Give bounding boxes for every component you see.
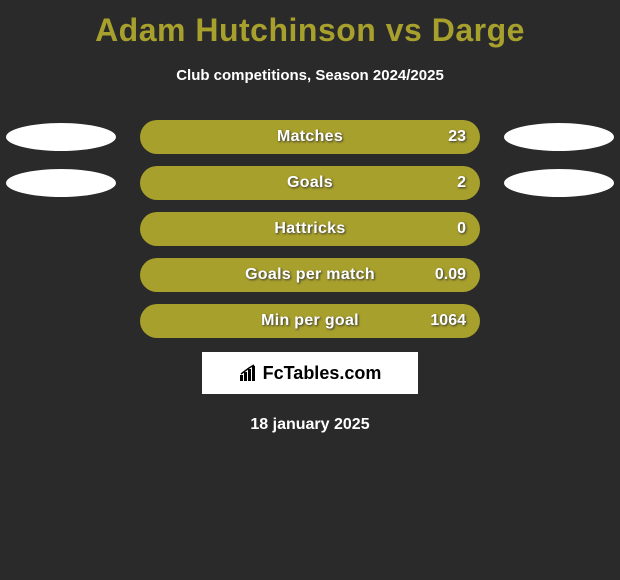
- stat-label: Goals per match: [140, 266, 480, 284]
- stats-area: Matches23 Goals2 Hattricks0 Goals per match…: [0, 120, 620, 338]
- stat-label: Min per goal: [140, 312, 480, 330]
- stat-pill: Matches23: [140, 120, 480, 154]
- logo-text: FcTables.com: [263, 363, 382, 384]
- stat-value: 0.09: [435, 266, 466, 284]
- left-ellipse: [6, 169, 116, 197]
- stat-row: Matches23: [0, 120, 620, 154]
- stat-pill: Goals2: [140, 166, 480, 200]
- stat-row: Min per goal1064: [0, 304, 620, 338]
- left-ellipse: [6, 123, 116, 151]
- right-ellipse: [504, 169, 614, 197]
- stat-pill: Goals per match0.09: [140, 258, 480, 292]
- date-text: 18 january 2025: [0, 416, 620, 434]
- stat-value: 1064: [430, 312, 466, 330]
- stat-pill: Min per goal1064: [140, 304, 480, 338]
- page-title: Adam Hutchinson vs Darge: [0, 0, 620, 49]
- stat-pill: Hattricks0: [140, 212, 480, 246]
- stat-row: Goals per match0.09: [0, 258, 620, 292]
- stat-value: 23: [448, 128, 466, 146]
- chart-icon: [239, 364, 259, 382]
- stat-label: Matches: [140, 128, 480, 146]
- stat-row: Goals2: [0, 166, 620, 200]
- logo: FcTables.com: [239, 363, 382, 384]
- stat-label: Goals: [140, 174, 480, 192]
- stat-value: 0: [457, 220, 466, 238]
- logo-box: FcTables.com: [202, 352, 418, 394]
- right-ellipse: [504, 123, 614, 151]
- subtitle: Club competitions, Season 2024/2025: [0, 67, 620, 84]
- stat-value: 2: [457, 174, 466, 192]
- stat-row: Hattricks0: [0, 212, 620, 246]
- stat-label: Hattricks: [140, 220, 480, 238]
